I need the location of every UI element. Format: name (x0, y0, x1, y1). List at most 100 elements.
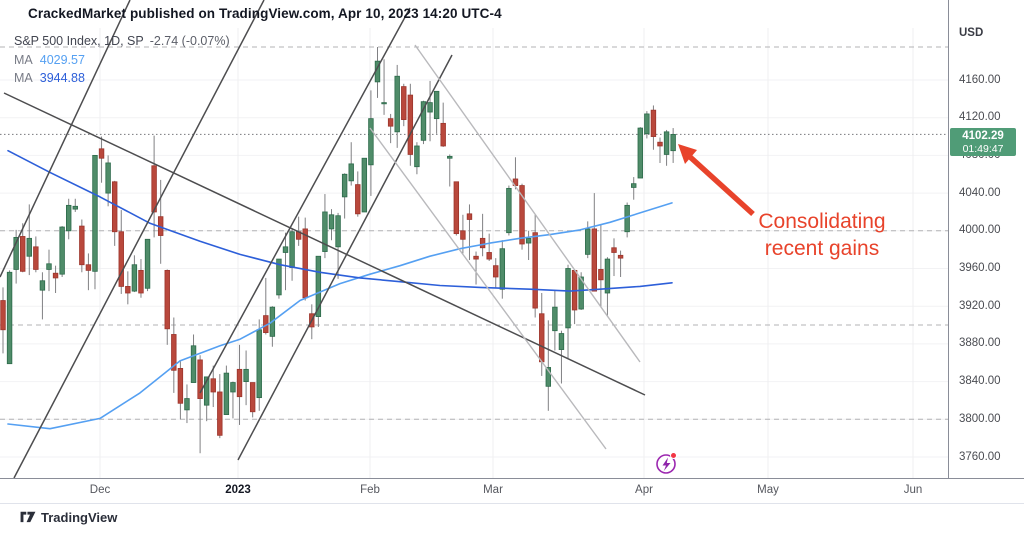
tradingview-logo[interactable]: TradingView (20, 510, 117, 525)
candle-02-27 (479, 237, 486, 249)
candle-03-16 (565, 268, 571, 329)
candle-12-29 (223, 372, 230, 415)
candle-12-23 (203, 376, 210, 406)
ma-legend-row-200[interactable]: MA 3944.88 (14, 71, 85, 85)
ma-legend-row-50[interactable]: MA 4029.57 (14, 52, 85, 67)
candle-12-01 (98, 148, 105, 159)
candle-01-23 (322, 211, 328, 252)
price-axis-label: 3920.00 (959, 299, 1001, 312)
candle-02-22 (460, 230, 466, 240)
time-axis-label-Dec: Dec (89, 484, 111, 496)
candle-12-08 (131, 264, 138, 292)
candle-12-13 (151, 165, 157, 213)
candle-03-24 (604, 258, 611, 294)
candle-03-13 (545, 367, 552, 387)
candle-01-12 (282, 246, 289, 253)
candle-02-08 (401, 86, 407, 120)
candle-03-23 (598, 269, 604, 281)
candle-03-15 (558, 333, 565, 350)
bar-countdown: 01:49:47 (962, 143, 1004, 155)
time-axis[interactable]: Dec 2023 Feb Mar Apr May Jun (0, 478, 1024, 504)
tradingview-logo-text: TradingView (41, 510, 118, 525)
candle-01-13 (289, 231, 295, 268)
candle-03-20 (578, 276, 584, 310)
price-axis-label: 4040.00 (959, 186, 1001, 199)
candle-11-16 (33, 246, 39, 270)
candle-01-11 (276, 258, 282, 296)
trendline-1[interactable] (0, 0, 131, 278)
price-axis-label: 4120.00 (959, 111, 1001, 124)
candle-02-03 (381, 102, 387, 105)
candle-04-04 (650, 109, 657, 137)
last-price-badge: 4102.29 01:49:47 (950, 128, 1016, 156)
candle-02-21 (453, 181, 460, 235)
candle-02-06 (387, 118, 394, 127)
candle-02-16 (440, 122, 446, 147)
candle-12-06 (118, 231, 124, 287)
trendline-2[interactable] (13, 0, 265, 479)
time-axis-label-May: May (757, 484, 779, 496)
ma50-line[interactable] (7, 202, 673, 430)
chart-legend[interactable]: S&P 500 Index, 1D, SP -2.74 (-0.07%) MA 40… (14, 33, 230, 88)
candle-11-11 (13, 236, 19, 270)
price-axis-label: 3960.00 (959, 262, 1001, 274)
candle-01-31 (361, 157, 368, 213)
candle-11-25 (72, 205, 78, 210)
candle-03-28 (617, 254, 624, 259)
annotation-arrow[interactable] (678, 144, 755, 217)
trendline-5[interactable] (3, 92, 646, 396)
ma200-value: 3944.88 (39, 71, 85, 85)
candle-03-03 (506, 187, 512, 234)
candle-03-31 (637, 127, 643, 179)
annotation-line2: recent gains (764, 237, 880, 260)
price-axis-label: 3800.00 (959, 412, 1001, 425)
candle-03-10 (539, 313, 545, 363)
notification-dot (670, 452, 677, 459)
candle-11-10 (6, 271, 13, 365)
candle-03-09 (532, 232, 538, 309)
trendline-4[interactable] (237, 54, 453, 461)
candle-11-29 (85, 264, 92, 271)
candle-11-09 (0, 300, 6, 331)
price-axis-label: 3760.00 (959, 450, 1001, 463)
symbol-title[interactable]: S&P 500 Index, 1D, SP (14, 34, 144, 48)
candle-01-18 (302, 228, 308, 299)
candle-12-27 (210, 378, 216, 393)
time-axis-label-Apr: Apr (635, 484, 653, 496)
candle-01-25 (335, 215, 341, 248)
moving-average-lines (7, 149, 673, 430)
candle-12-19 (177, 368, 184, 404)
candle-12-07 (125, 286, 131, 294)
candle-12-12 (144, 238, 151, 289)
trendline-drawings[interactable] (0, 0, 646, 479)
candle-01-30 (355, 184, 361, 215)
ideas-stream-icon[interactable] (656, 452, 677, 474)
candle-02-10 (414, 145, 420, 168)
tradingview-mark-icon (20, 511, 36, 523)
trendline-6[interactable] (414, 44, 641, 363)
candle-03-08 (525, 237, 532, 244)
time-axis-label-2023: 2023 (225, 484, 251, 496)
candle-02-07 (394, 75, 400, 133)
candle-11-14 (20, 236, 26, 272)
time-axis-label-Jun: Jun (903, 484, 923, 496)
price-axis[interactable]: USD 4160.004120.004080.004040.004000.003… (948, 0, 1024, 502)
lightning-bolt-icon (662, 457, 671, 471)
ma200-line[interactable] (7, 149, 673, 292)
publish-bar: CrackedMarket published on TradingView.c… (28, 6, 502, 21)
candle-11-22 (59, 226, 65, 275)
time-axis-label-Feb: Feb (360, 484, 380, 496)
candle-01-05 (249, 382, 256, 413)
trendline-7[interactable] (369, 127, 607, 450)
candle-02-14 (427, 102, 433, 113)
candle-03-14 (552, 306, 558, 332)
candle-11-23 (66, 204, 72, 232)
candle-11-17 (39, 280, 46, 291)
candle-12-16 (171, 334, 177, 371)
candle-04-03 (644, 113, 650, 135)
annotation-text[interactable]: Consolidating recent gains (722, 208, 922, 262)
candle-12-20 (184, 398, 190, 411)
trendline-3[interactable] (199, 7, 411, 394)
